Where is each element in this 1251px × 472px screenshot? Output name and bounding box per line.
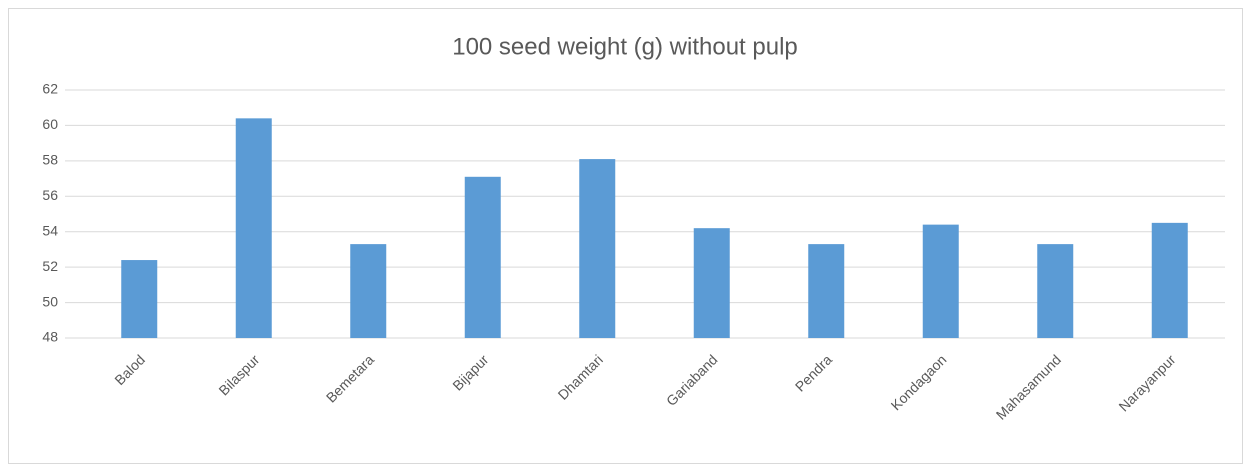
- y-tick-label: 48: [42, 329, 58, 345]
- bar: [464, 176, 501, 338]
- bar: [350, 244, 387, 338]
- y-tick-label: 62: [42, 81, 58, 97]
- y-tick-label: 60: [42, 116, 58, 132]
- bar: [121, 260, 158, 338]
- bar: [1151, 222, 1188, 338]
- y-tick-label: 56: [42, 187, 58, 203]
- bar: [693, 228, 730, 338]
- bar: [1037, 244, 1074, 338]
- chart-title: 100 seed weight (g) without pulp: [452, 33, 798, 60]
- bar: [808, 244, 845, 338]
- y-tick-label: 52: [42, 258, 58, 274]
- y-tick-label: 58: [42, 152, 58, 168]
- chart-frame: [8, 8, 1243, 464]
- y-tick-label: 54: [42, 222, 58, 238]
- y-tick-label: 50: [42, 293, 58, 309]
- bar: [579, 159, 616, 338]
- bar: [922, 224, 959, 338]
- bar: [235, 118, 272, 338]
